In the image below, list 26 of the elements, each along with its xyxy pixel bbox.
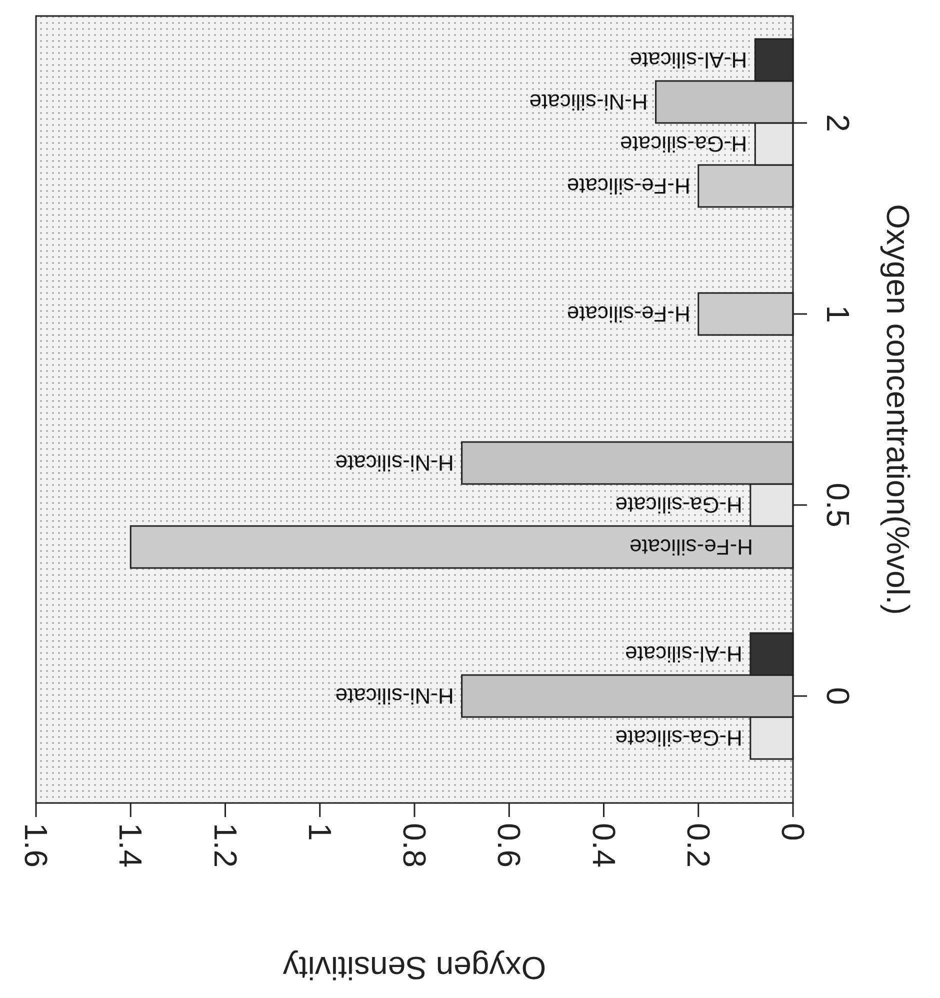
text: H-Ni-silicate	[529, 89, 648, 114]
text: H-Ga-silicate	[615, 492, 742, 518]
y-tick-label: 1	[820, 305, 856, 323]
text: H-Fe-silicate	[630, 534, 753, 560]
y-tick-label: 2	[820, 114, 856, 132]
y-tick-label: 0.5	[820, 482, 856, 528]
x-tick-label: 1.2	[207, 823, 244, 868]
series-label: H-Ni-silicate	[335, 450, 454, 476]
x-tick-label: 0.2	[680, 823, 716, 868]
series-label: H-Fe-silicate	[566, 173, 690, 198]
x-tick-label: 1.4	[112, 823, 149, 868]
x-axis-title: Oxygen Sensitivity	[282, 950, 546, 986]
y-tick-label: 0	[820, 687, 856, 705]
y-axis-title: Oxygen concentration(%vol.)	[880, 204, 916, 615]
text: H-Fe-silicate	[566, 301, 690, 326]
text: H-Ga-silicate	[615, 726, 742, 751]
series-label: H-Ga-silicate	[620, 131, 748, 156]
x-tick-label: 0	[775, 823, 811, 841]
x-tick-label: 0.8	[396, 823, 432, 868]
x-tick-label: 1.6	[18, 823, 54, 868]
text: H-Ni-silicate	[335, 684, 454, 709]
text: H-Al-silicate	[625, 642, 742, 667]
x-tick-label: 0.6	[491, 823, 528, 868]
x-tick-label: 1	[302, 823, 338, 841]
series-label: H-Al-silicate	[630, 47, 748, 72]
x-tick-label: 0.4	[586, 823, 622, 868]
